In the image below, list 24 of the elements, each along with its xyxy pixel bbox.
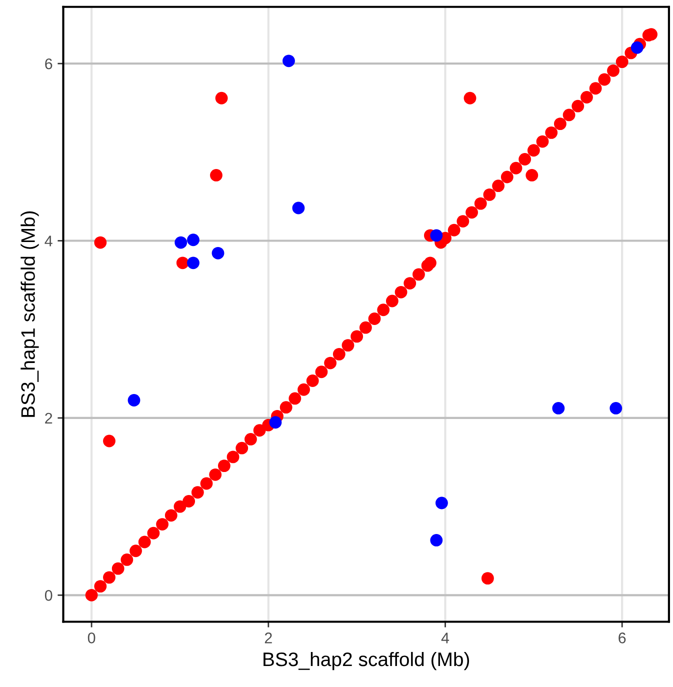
y-tick-label: 4 <box>44 236 52 246</box>
point <box>187 234 200 246</box>
point <box>174 236 188 249</box>
point <box>212 246 224 260</box>
x-tick-label: 0 <box>88 632 96 644</box>
y-tick-label: 0 <box>44 590 52 601</box>
point <box>430 229 443 242</box>
y-tick-label: 6 <box>45 58 52 70</box>
x-tick-label: 2 <box>264 632 272 644</box>
x-tick-label: 4 <box>441 632 450 644</box>
x-axis-title: BS3_hap2 scaffold (Mb) <box>264 652 470 670</box>
point <box>630 41 644 54</box>
point <box>430 534 443 546</box>
point <box>269 416 282 429</box>
point <box>187 256 200 270</box>
point <box>292 202 305 214</box>
point <box>436 496 448 510</box>
x-tick-label: 6 <box>618 632 626 644</box>
y-tick-label: 2 <box>45 412 52 424</box>
point <box>610 402 622 414</box>
point <box>552 402 565 414</box>
point <box>282 54 295 68</box>
y-axis-title: BS3_hap1 scaffold (Mb) <box>20 211 39 417</box>
point <box>128 394 140 406</box>
